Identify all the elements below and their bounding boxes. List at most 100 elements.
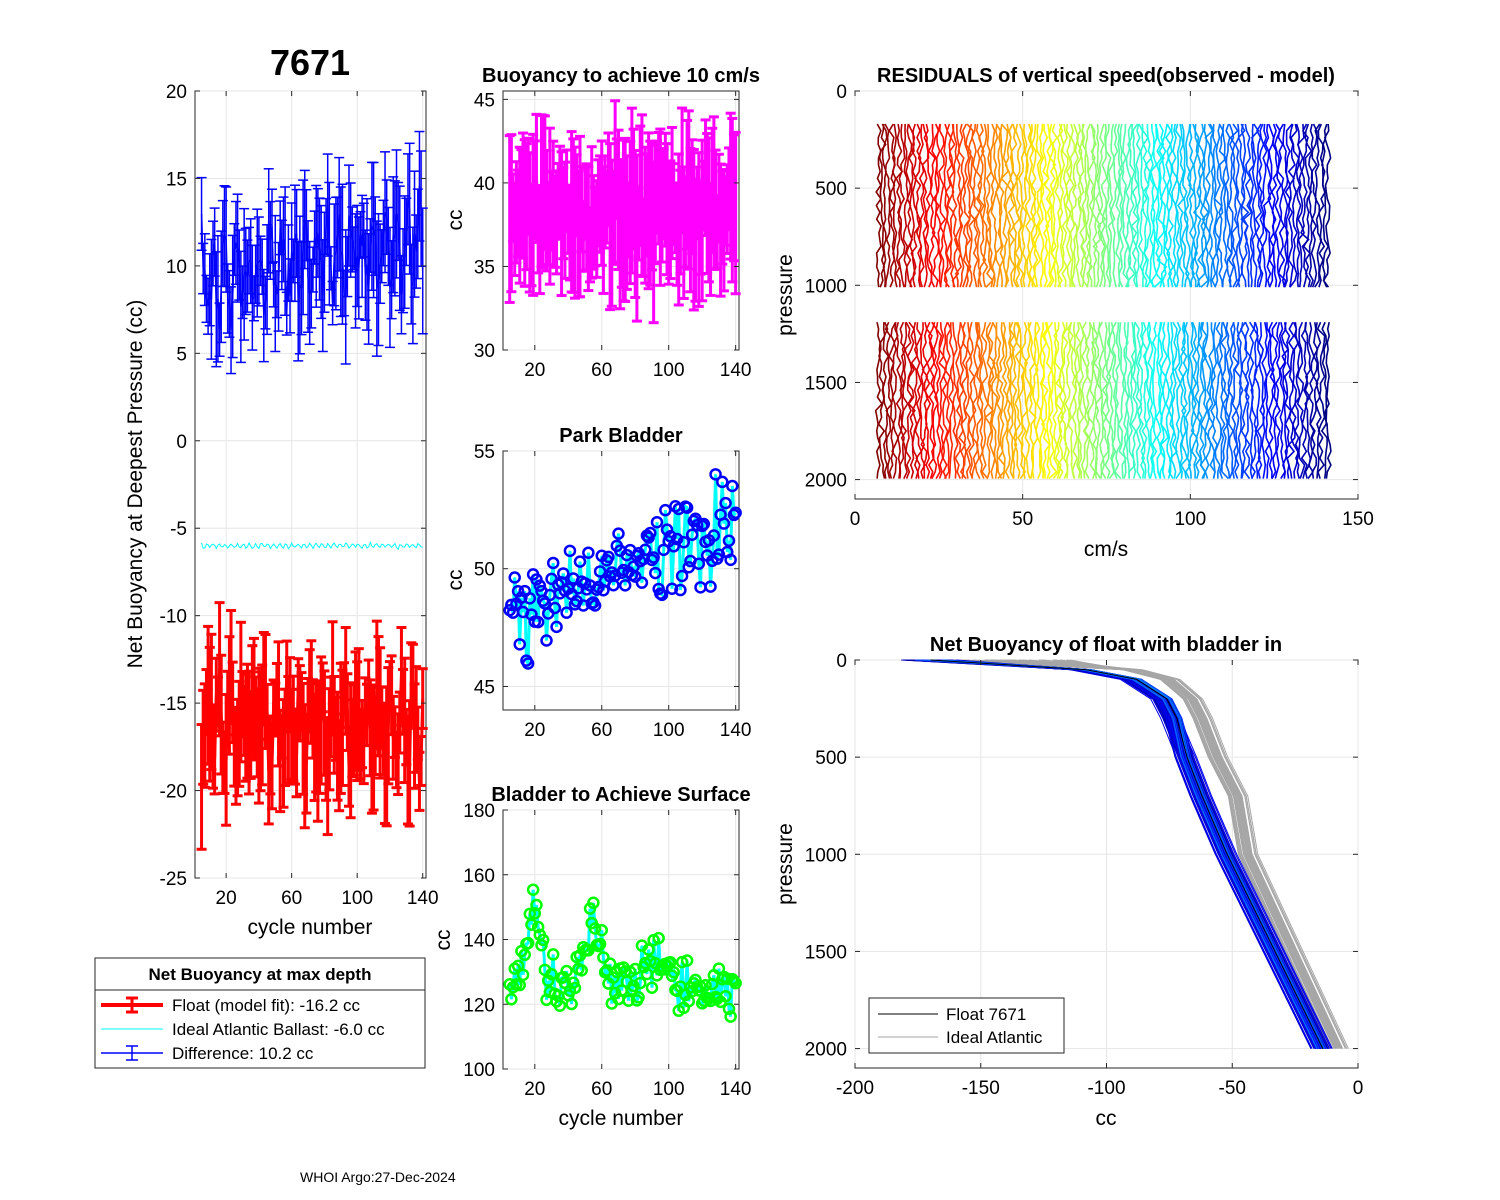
park-bladder-marker bbox=[521, 657, 535, 670]
profile-data bbox=[901, 659, 1349, 1049]
surface-bladder-marker bbox=[516, 968, 530, 982]
park-bladder-marker bbox=[618, 579, 632, 592]
ideal-profile-line bbox=[1028, 659, 1339, 1049]
residual-profile bbox=[1159, 123, 1168, 288]
buoyancy-10cms-panel: 20 60 100 140 30 35 40 45 Buoyancy to achieve 1… bbox=[444, 65, 760, 381]
park-bladder-marker bbox=[680, 501, 694, 514]
buoyancy-line bbox=[508, 170, 738, 246]
p4-ytick-label: 120 bbox=[463, 995, 495, 1016]
residual-profile bbox=[881, 321, 890, 479]
residual-profile bbox=[980, 123, 989, 288]
residual-profile bbox=[1316, 321, 1326, 479]
park-bladder-marker bbox=[550, 620, 563, 634]
surface-bladder-marker bbox=[680, 954, 694, 967]
residual-profile bbox=[1083, 322, 1093, 479]
residual-profile bbox=[1314, 123, 1323, 288]
residual-profile bbox=[906, 321, 916, 479]
surface-bladder-marker bbox=[530, 898, 543, 912]
surface-bladder-marker bbox=[633, 976, 647, 990]
residual-profile bbox=[1164, 322, 1172, 479]
footer-text: WHOI Argo:27-Dec-2024 bbox=[300, 1169, 456, 1185]
residual-profile bbox=[1286, 321, 1296, 479]
park-bladder-marker bbox=[675, 569, 689, 583]
p3-ytick-label: 45 bbox=[474, 677, 495, 698]
residual-profile bbox=[920, 321, 930, 479]
p6-ytick-label: 1000 bbox=[805, 845, 847, 866]
residual-profile bbox=[1307, 322, 1315, 480]
residual-profile bbox=[1283, 322, 1292, 479]
surface-bladder-marker bbox=[645, 981, 659, 994]
surface-bladder-marker bbox=[642, 943, 655, 956]
residual-profile bbox=[1010, 123, 1021, 288]
p6-xtick-label: -200 bbox=[836, 1078, 874, 1099]
p4-ytick-label: 160 bbox=[463, 866, 495, 887]
park-bladder-marker bbox=[628, 570, 642, 583]
residual-profile bbox=[1304, 322, 1312, 479]
park-bladder-marker bbox=[709, 468, 722, 481]
residual-profile bbox=[1315, 322, 1322, 479]
residual-profile bbox=[1068, 123, 1076, 288]
surface-bladder-marker bbox=[557, 970, 570, 984]
residual-profile bbox=[1117, 123, 1124, 288]
p1-ytick-label: -5 bbox=[170, 519, 187, 540]
p2-xtick-label: 60 bbox=[591, 360, 612, 381]
surface-bladder-marker bbox=[587, 896, 600, 910]
residual-profile bbox=[1074, 322, 1083, 479]
residual-profile bbox=[1296, 321, 1306, 479]
p5-xtick-label: 150 bbox=[1342, 509, 1374, 530]
ideal-profile-line bbox=[1018, 659, 1349, 1049]
surface-bladder-marker bbox=[535, 938, 548, 952]
park-bladder-marker bbox=[602, 550, 615, 564]
park-bladder-marker bbox=[515, 591, 528, 604]
residual-profile bbox=[1178, 322, 1187, 479]
park-bladder-marker bbox=[659, 503, 672, 517]
residual-profile bbox=[1087, 123, 1097, 288]
park-bladder-marker bbox=[511, 585, 525, 598]
legend-float-swatch bbox=[101, 996, 163, 1014]
surface-bladder-marker bbox=[603, 957, 617, 970]
park-bladder-marker bbox=[707, 529, 721, 542]
ideal-profile-line bbox=[972, 659, 1346, 1049]
p3-xtick-label: 60 bbox=[591, 720, 612, 741]
residual-profile bbox=[913, 322, 923, 479]
surface-bladder-marker bbox=[528, 907, 542, 920]
residual-profile bbox=[1143, 123, 1153, 288]
residual-profile bbox=[977, 123, 987, 288]
main-legend-title: Net Buoyancy at max depth bbox=[149, 965, 372, 984]
residual-profile bbox=[1109, 123, 1119, 288]
residual-profile bbox=[884, 123, 892, 288]
main-legend: Net Buoyancy at max depth Float (model f… bbox=[94, 957, 426, 1069]
residual-profile bbox=[1278, 322, 1287, 480]
residual-profile bbox=[1187, 322, 1195, 479]
residual-profile bbox=[1092, 123, 1102, 288]
park-bladder-marker bbox=[647, 551, 660, 564]
p3-ytick-label: 50 bbox=[474, 560, 495, 581]
residual-profile bbox=[1134, 321, 1143, 479]
residual-profile bbox=[946, 123, 956, 288]
residual-profile bbox=[1030, 123, 1039, 288]
residual-profile bbox=[914, 123, 923, 288]
profile-legend-box bbox=[868, 997, 1065, 1054]
park-bladder-ylabel: cc bbox=[444, 570, 467, 591]
p3-xtick-label: 20 bbox=[524, 720, 545, 741]
residual-profile bbox=[1141, 123, 1150, 288]
residual-profile bbox=[1248, 123, 1255, 288]
residual-profile bbox=[1156, 123, 1168, 288]
surface-bladder-marker bbox=[553, 999, 567, 1012]
park-bladder-marker bbox=[677, 535, 691, 549]
residual-profile bbox=[1302, 123, 1313, 288]
net-buoyancy-ylabel: Net Buoyancy at Deepest Pressure (cc) bbox=[124, 300, 147, 669]
residual-profile bbox=[1105, 322, 1116, 480]
surface-bladder-marker bbox=[568, 981, 582, 995]
park-bladder-panel: 20 60 100 140 45 50 55 Park Bladder cc bbox=[444, 425, 752, 741]
residual-profile bbox=[1276, 123, 1287, 288]
surface-bladder-marker bbox=[597, 951, 610, 964]
p4-xtick-label: 100 bbox=[653, 1079, 685, 1100]
residual-profile bbox=[1069, 123, 1079, 288]
residual-profile bbox=[1180, 322, 1189, 479]
park-bladder-marker bbox=[660, 523, 674, 536]
net-buoyancy-ticks: 20 60 100 140 -25 -20 -15 -10 -5 0 5 10 15 20 bbox=[160, 82, 439, 909]
park-bladder-marker bbox=[690, 518, 704, 532]
residual-profile bbox=[1181, 123, 1190, 288]
